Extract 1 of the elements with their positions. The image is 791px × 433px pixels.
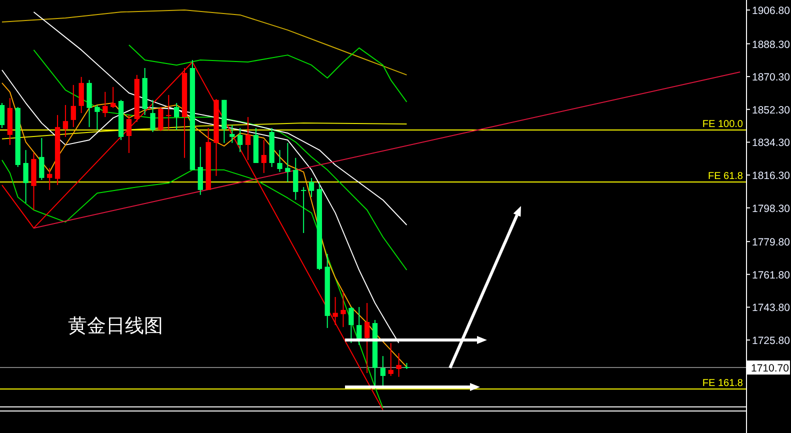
annotation: 黄金日线图 <box>68 315 163 337</box>
